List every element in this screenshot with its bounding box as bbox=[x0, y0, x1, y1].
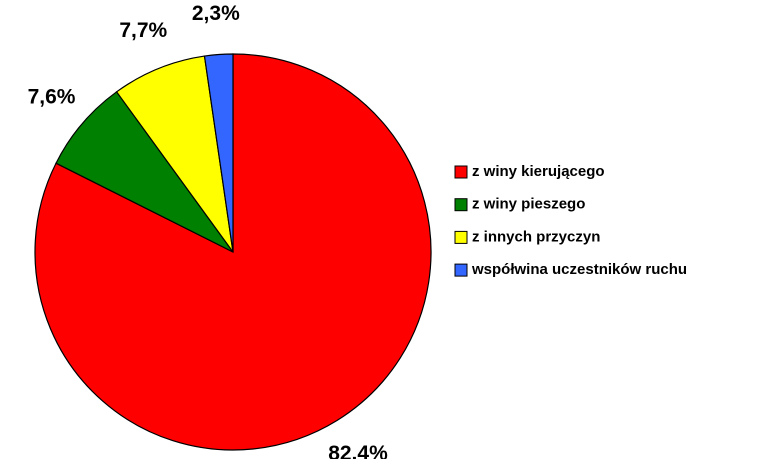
legend-swatch bbox=[454, 198, 468, 212]
legend-swatch bbox=[454, 165, 468, 179]
legend-label: z winy pieszego bbox=[472, 196, 585, 213]
data-label: 82,4% bbox=[328, 442, 388, 459]
pie-slice bbox=[203, 53, 234, 253]
legend-swatch bbox=[454, 230, 468, 244]
data-label: 7,6% bbox=[28, 86, 76, 109]
legend-label: współwina uczestników ruchu bbox=[471, 261, 687, 278]
data-label: 7,7% bbox=[119, 19, 167, 42]
pie-slice bbox=[34, 53, 432, 451]
data-label: 2,3% bbox=[192, 2, 240, 25]
legend-swatch bbox=[454, 263, 468, 277]
legend-label: z winy kierującego bbox=[472, 163, 605, 180]
legend-label: z innych przyczyn bbox=[472, 228, 600, 245]
pie-slice bbox=[55, 90, 234, 253]
pie-slice bbox=[115, 55, 234, 253]
